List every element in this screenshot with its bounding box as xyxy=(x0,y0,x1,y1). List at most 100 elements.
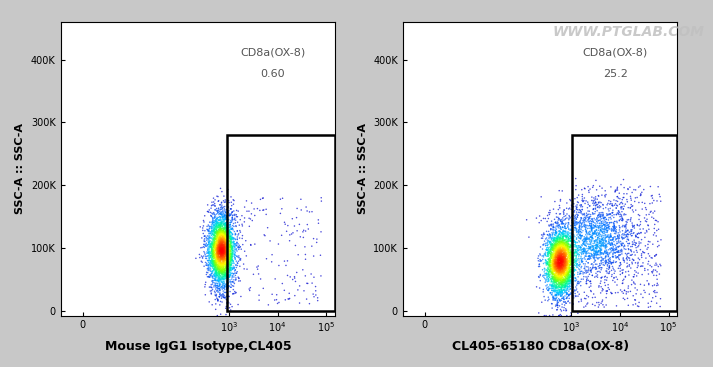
Point xyxy=(553,257,565,263)
Point xyxy=(213,241,225,247)
Point xyxy=(210,259,221,265)
Point xyxy=(583,284,595,290)
Point xyxy=(570,241,581,247)
Point xyxy=(645,262,656,268)
Point xyxy=(215,240,227,246)
Point xyxy=(544,239,555,245)
Point xyxy=(604,232,615,238)
Point xyxy=(236,221,247,227)
Point xyxy=(564,253,575,259)
Point xyxy=(220,283,232,289)
Point xyxy=(557,243,568,248)
Point xyxy=(225,257,237,263)
Point xyxy=(553,270,565,276)
Point xyxy=(622,285,634,291)
Point xyxy=(558,295,569,301)
Point xyxy=(593,236,605,242)
Point xyxy=(545,236,557,241)
Point xyxy=(212,279,224,284)
Point xyxy=(217,259,229,265)
Point xyxy=(214,262,225,268)
Point xyxy=(208,260,220,266)
Point xyxy=(550,291,561,297)
Point xyxy=(545,261,557,267)
Point xyxy=(607,259,619,265)
Point xyxy=(560,281,572,287)
Point xyxy=(599,249,610,255)
Point xyxy=(222,240,234,246)
Point xyxy=(555,262,567,268)
Point xyxy=(558,269,569,275)
Point xyxy=(550,259,562,265)
Point xyxy=(583,294,594,300)
Point xyxy=(561,264,573,270)
Point xyxy=(553,264,564,270)
Point xyxy=(558,244,569,250)
Point xyxy=(215,245,226,251)
Point xyxy=(544,262,555,268)
Point xyxy=(209,226,220,232)
Point xyxy=(558,242,569,248)
Point xyxy=(550,244,561,250)
Point xyxy=(558,250,570,256)
Point xyxy=(607,246,619,252)
Point xyxy=(215,243,226,248)
Point xyxy=(227,201,239,207)
Point xyxy=(210,230,221,236)
Point xyxy=(622,254,633,259)
Point xyxy=(549,242,560,248)
Point xyxy=(205,229,216,235)
Point xyxy=(545,242,557,248)
Point xyxy=(556,247,568,253)
Point xyxy=(225,272,236,277)
Point xyxy=(544,210,555,215)
Point xyxy=(223,255,235,261)
Point xyxy=(576,197,588,203)
Point xyxy=(641,216,652,222)
Point xyxy=(594,222,605,228)
Point xyxy=(567,226,578,232)
Point xyxy=(227,215,238,221)
Point xyxy=(221,267,232,273)
Point xyxy=(216,250,227,255)
Point xyxy=(214,261,225,267)
Point xyxy=(217,222,229,228)
Point xyxy=(202,250,214,255)
Point xyxy=(623,272,635,278)
Point xyxy=(222,267,234,273)
Point xyxy=(219,272,230,277)
Point xyxy=(220,228,232,234)
Point xyxy=(215,238,226,244)
Point xyxy=(552,254,563,259)
Point xyxy=(610,245,622,251)
Point xyxy=(217,239,228,245)
Point xyxy=(210,277,221,283)
Point xyxy=(550,259,562,265)
Point xyxy=(553,257,565,262)
Point xyxy=(218,218,230,224)
Point xyxy=(553,313,565,319)
Point xyxy=(588,232,599,237)
Point xyxy=(216,231,227,237)
Point xyxy=(639,235,650,240)
Point xyxy=(563,266,574,272)
Point xyxy=(607,260,619,266)
Point xyxy=(566,242,578,248)
Point xyxy=(222,247,234,253)
Point xyxy=(216,262,227,268)
Point xyxy=(569,249,580,255)
Point xyxy=(584,216,595,222)
Point xyxy=(547,284,558,290)
Point xyxy=(553,242,564,248)
Point xyxy=(216,219,227,225)
Point xyxy=(596,223,607,229)
Point xyxy=(217,252,228,258)
Point xyxy=(579,242,590,248)
Point xyxy=(561,251,573,257)
Point xyxy=(220,260,232,266)
Point xyxy=(542,279,553,284)
Point xyxy=(226,210,237,215)
Point xyxy=(207,258,219,264)
Point xyxy=(553,271,565,277)
Point xyxy=(548,237,559,243)
